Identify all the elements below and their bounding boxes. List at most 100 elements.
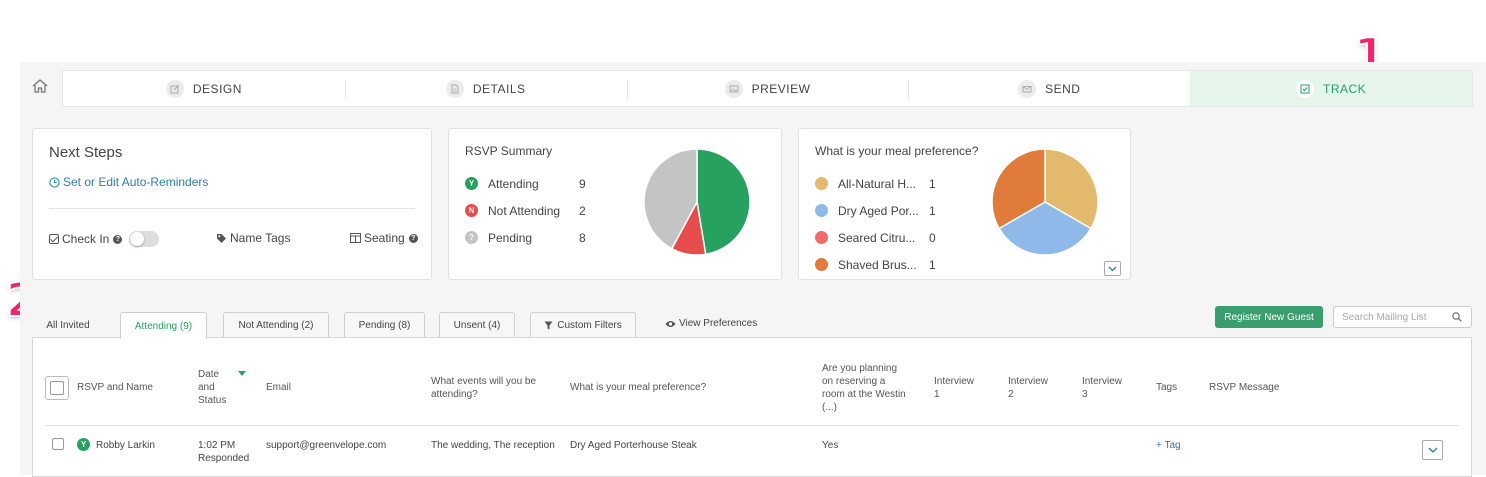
check-in-label: Check In — [62, 232, 110, 246]
pie-slice-attending[interactable] — [696, 148, 751, 256]
pie-slice-all-natural-h[interactable] — [1044, 148, 1099, 230]
header-tags[interactable]: Tags — [1156, 382, 1178, 393]
legend-value: 1 — [929, 203, 936, 218]
rsvp-summary-title: RSVP Summary — [465, 144, 553, 158]
expand-row-button[interactable] — [1422, 440, 1443, 460]
header-meal[interactable]: What is your meal preference? — [570, 382, 707, 393]
chevron-down-icon — [1428, 447, 1437, 453]
help-icon[interactable]: ? — [408, 233, 418, 243]
legend-row-attending[interactable]: Y Attending 9 — [465, 170, 599, 197]
filter-icon — [544, 321, 553, 330]
meal-pie-chart — [991, 148, 1099, 256]
auto-reminders-label: Set or Edit Auto-Reminders — [63, 175, 209, 189]
legend-row-meal-4[interactable]: Shaved Brus... 1 — [815, 251, 949, 278]
header-rsvp-name[interactable]: RSVP and Name — [77, 382, 153, 393]
legend-value: 9 — [579, 176, 586, 191]
tab-pending[interactable]: Pending (8) — [344, 312, 425, 338]
tab-track[interactable]: TRACK — [1190, 71, 1472, 106]
add-tag-link[interactable]: + Tag — [1156, 440, 1181, 451]
header-interview-1[interactable]: Interview 1 — [934, 376, 975, 400]
legend-swatch — [815, 177, 828, 190]
next-steps-card: Next Steps Set or Edit Auto-Reminders Ch… — [32, 128, 432, 280]
tab-preview[interactable]: PREVIEW — [626, 71, 909, 106]
legend-swatch — [815, 204, 828, 217]
search-mailing-list[interactable] — [1333, 306, 1472, 328]
legend-row-meal-1[interactable]: All-Natural H... 1 — [815, 170, 949, 197]
clock-icon — [49, 176, 60, 188]
register-new-guest-button[interactable]: Register New Guest — [1215, 306, 1323, 328]
guest-name[interactable]: Robby Larkin — [96, 440, 155, 451]
legend-label: Dry Aged Por... — [838, 203, 919, 218]
select-all-checkbox[interactable] — [45, 376, 69, 400]
divider — [49, 208, 415, 209]
legend-row-not-attending[interactable]: N Not Attending 2 — [465, 197, 599, 224]
tab-attending[interactable]: Attending (9) — [120, 312, 207, 339]
step-nav: DESIGN DETAILS PREVIEW SEND TRACK — [62, 70, 1473, 107]
header-interview-3[interactable]: Interview 3 — [1082, 376, 1123, 400]
pie-slice-pending[interactable] — [643, 148, 698, 250]
filter-tab-label: Not Attending (2) — [238, 320, 314, 331]
expand-chart-button[interactable] — [1104, 261, 1121, 276]
check-in-toggle[interactable] — [129, 231, 160, 247]
response-status: Responded — [198, 453, 250, 464]
next-steps-title: Next Steps — [49, 144, 123, 161]
filter-tab-label: Attending (9) — [134, 320, 193, 332]
header-room[interactable]: Are you planning on reserving a room at … — [822, 363, 906, 413]
auto-reminders-link[interactable]: Set or Edit Auto-Reminders — [49, 175, 208, 189]
response-time: 1:02 PM — [198, 440, 236, 451]
view-preferences-link[interactable]: View Preferences — [665, 318, 757, 329]
design-icon — [165, 79, 184, 98]
tab-not-attending[interactable]: Not Attending (2) — [223, 312, 329, 338]
legend-value: 0 — [929, 230, 936, 245]
tab-label: TRACK — [1323, 81, 1367, 96]
sort-desc-icon[interactable] — [238, 371, 246, 376]
tab-all-invited[interactable]: All Invited — [32, 312, 104, 338]
image-icon — [724, 79, 743, 98]
document-icon — [445, 79, 464, 98]
search-input[interactable] — [1342, 311, 1452, 323]
tab-design[interactable]: DESIGN — [63, 71, 345, 106]
check-in-control: Check In ? — [49, 231, 160, 247]
tab-label: SEND — [1045, 81, 1081, 96]
seating-chart-icon — [350, 233, 361, 243]
filter-tab-label: Unsent (4) — [453, 320, 501, 331]
header-events[interactable]: What events will you be attending? — [431, 376, 537, 400]
header-date-status[interactable]: Date and Status — [198, 369, 227, 406]
header-interview-2[interactable]: Interview 2 — [1008, 376, 1049, 400]
name-tags-label: Name Tags — [230, 231, 291, 245]
legend-row-meal-2[interactable]: Dry Aged Por... 1 — [815, 197, 949, 224]
pie-slice-shaved-brus[interactable] — [991, 148, 1046, 230]
header-rsvp-message[interactable]: RSVP Message — [1209, 382, 1280, 393]
tab-label: DETAILS — [472, 81, 526, 96]
legend-row-meal-3[interactable]: Seared Citru... 0 — [815, 224, 949, 251]
legend-label: Attending — [488, 176, 539, 191]
pie-slice-dry-aged-por[interactable] — [998, 201, 1092, 256]
tab-details[interactable]: DETAILS — [344, 71, 627, 106]
view-preferences-label: View Preferences — [679, 318, 758, 329]
rsvp-pie-chart — [643, 148, 751, 256]
guest-email: support@greenvelope.com — [266, 440, 387, 451]
filter-tab-label: All Invited — [46, 319, 90, 331]
seating-label: Seating — [364, 231, 405, 245]
home-icon[interactable] — [32, 79, 48, 93]
guest-meal: Dry Aged Porterhouse Steak — [570, 440, 697, 451]
envelope-icon — [1018, 79, 1037, 98]
search-icon[interactable] — [1452, 312, 1462, 322]
chevron-down-icon — [1108, 266, 1117, 271]
guest-table: RSVP and Name Date and Status Email What… — [32, 337, 1472, 477]
tab-send[interactable]: SEND — [908, 71, 1190, 106]
tab-unsent[interactable]: Unsent (4) — [439, 312, 515, 338]
checkbox-box — [50, 381, 64, 395]
guest-events: The wedding, The reception — [431, 440, 555, 451]
legend-row-pending[interactable]: ? Pending 8 — [465, 224, 599, 251]
rsvp-legend: Y Attending 9 N Not Attending 2 ? Pendin… — [465, 170, 599, 251]
tag-icon — [217, 233, 226, 243]
row-checkbox[interactable] — [52, 438, 64, 450]
help-icon[interactable]: ? — [113, 234, 123, 244]
header-email[interactable]: Email — [266, 382, 292, 393]
seating-link[interactable]: Seating ? — [350, 231, 418, 245]
not-attending-badge: N — [465, 204, 478, 217]
tab-custom-filters[interactable]: Custom Filters — [530, 312, 636, 338]
name-tags-link[interactable]: Name Tags — [216, 231, 290, 245]
filter-tab-label: Custom Filters — [557, 320, 622, 331]
